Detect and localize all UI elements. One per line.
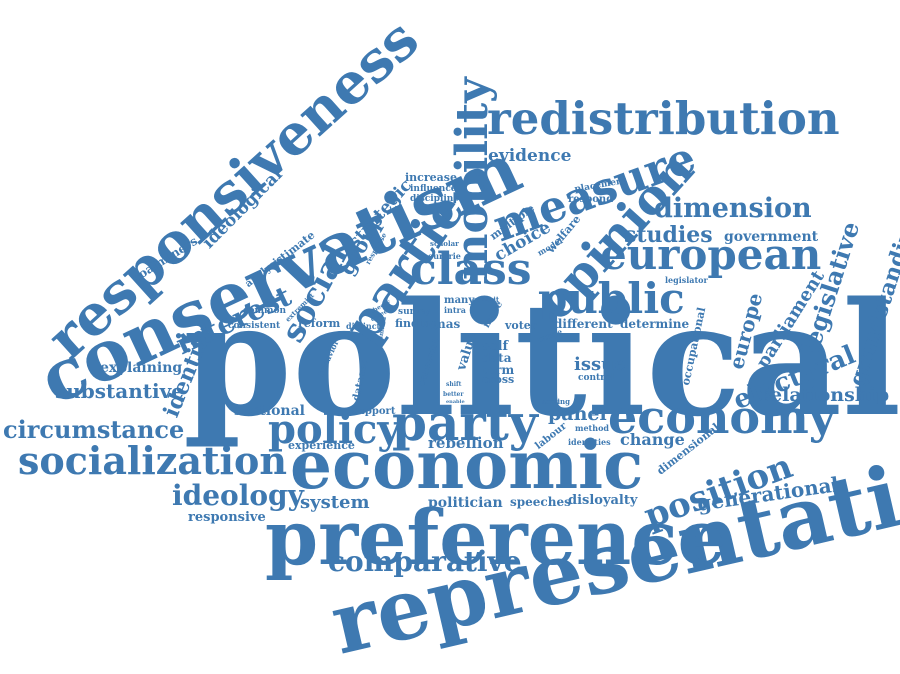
- word-relationship: relationship: [760, 384, 890, 406]
- word-distinct: distinct: [346, 321, 381, 331]
- word-responsive: responsive: [188, 510, 266, 525]
- word-self: self: [482, 339, 509, 354]
- word-substantive: substantive: [55, 379, 184, 403]
- word-panel: panel: [548, 403, 607, 425]
- word-public: public: [538, 274, 685, 323]
- word-method: method: [575, 423, 609, 433]
- word-economy: economy: [608, 390, 836, 444]
- word-rebellion: rebellion: [428, 434, 504, 452]
- word-economic: economic: [290, 426, 644, 504]
- word-legislator: legislator: [665, 275, 708, 285]
- word-class: class: [410, 244, 532, 295]
- word-enable: enable: [446, 399, 465, 405]
- word-sectional: sectional: [234, 403, 306, 419]
- word-better: better: [443, 391, 464, 398]
- word-consistent: consistent: [228, 321, 281, 331]
- word-explaining: explaining: [100, 360, 183, 376]
- word-issue: issue: [574, 354, 626, 375]
- word-disloyalty: disloyalty: [568, 493, 638, 508]
- word-government: government: [724, 229, 819, 245]
- word-common: common: [243, 306, 287, 316]
- word-survey: survey: [398, 307, 431, 317]
- word-reform: reform: [298, 317, 341, 330]
- word-comparative: comparative: [328, 545, 522, 578]
- word-system: system: [300, 492, 370, 513]
- word-politician: politician: [428, 495, 503, 511]
- word-identities: identities: [568, 437, 611, 447]
- word-studies: studies: [624, 222, 713, 248]
- word-scaling: scaling: [542, 397, 571, 406]
- word-countrie: countrie: [423, 251, 461, 261]
- word-circumstance: circumstance: [3, 415, 185, 444]
- word-ideology: ideology: [172, 479, 304, 512]
- word-support: support: [352, 406, 396, 417]
- word-house: house: [558, 409, 575, 415]
- word-experience: experience: [288, 439, 355, 452]
- word-european: european: [600, 230, 822, 279]
- word-mass: mas: [433, 317, 461, 331]
- word-cross: cross: [482, 373, 515, 386]
- word-many: many: [444, 295, 475, 306]
- word-different: different: [554, 317, 613, 331]
- word-determine: determine: [620, 317, 690, 331]
- word-preference: preference: [265, 493, 726, 582]
- word-intra: intra: [444, 305, 466, 315]
- word-speeches: speeches: [510, 495, 571, 509]
- word-party: party: [392, 393, 538, 452]
- word-change: change: [620, 430, 685, 449]
- word-term: term: [482, 363, 515, 377]
- word-respond: respond: [568, 194, 614, 205]
- word-finding: finding: [395, 317, 439, 330]
- word-voter: voter: [505, 319, 537, 332]
- word-scholar: scholar: [430, 239, 459, 248]
- word-evidence: evidence: [488, 146, 572, 166]
- word-policy: policy: [268, 406, 401, 453]
- word-shift: shift: [446, 381, 462, 388]
- word-control: control: [578, 373, 615, 383]
- word-dimension: dimension: [654, 193, 812, 224]
- word-socialization: socialization: [18, 438, 287, 483]
- word-increase: increase: [405, 171, 457, 184]
- word-political: political: [183, 268, 900, 451]
- word-redistribution: redistribution: [487, 92, 840, 145]
- word-data: data: [482, 351, 512, 365]
- word-influence: influence: [410, 184, 457, 194]
- word-discipline: discipline: [410, 194, 460, 204]
- word-exhibit: exhibit: [472, 295, 500, 304]
